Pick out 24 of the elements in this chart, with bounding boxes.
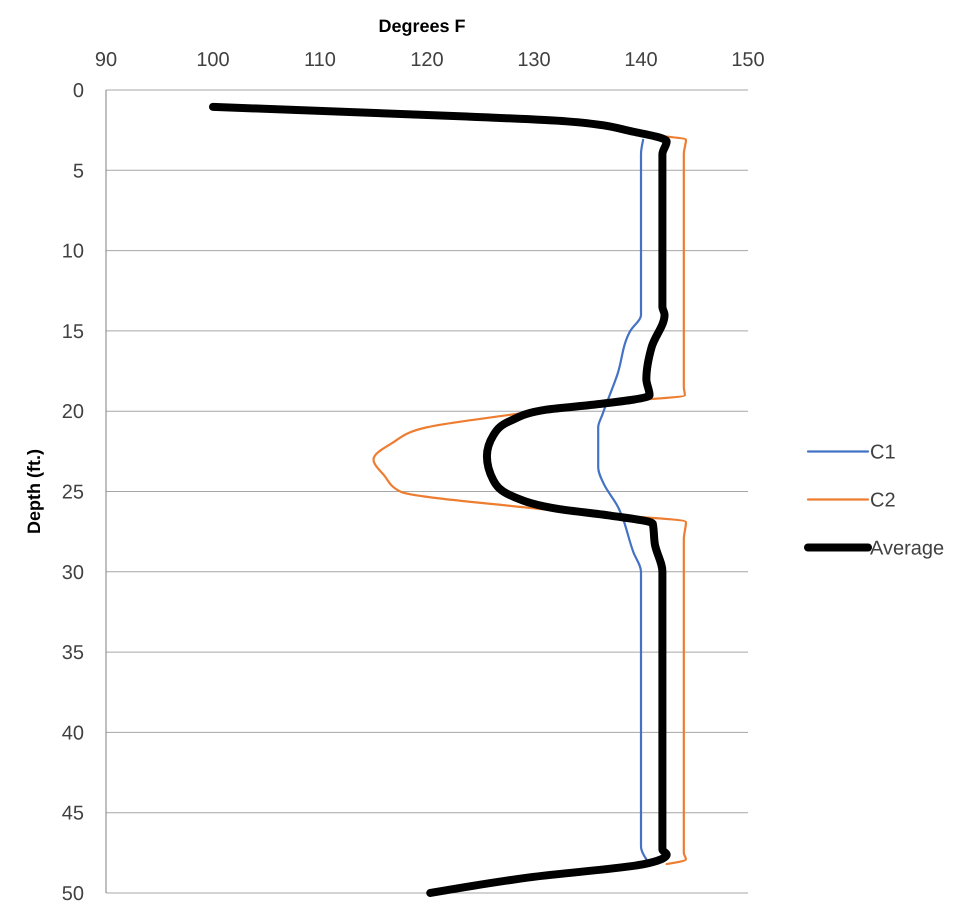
x-tick-label: 100 xyxy=(196,49,230,71)
x-tick-label: 120 xyxy=(410,49,444,71)
y-tick-label: 35 xyxy=(62,642,84,664)
y-tick-label: 20 xyxy=(62,401,84,424)
x-tick-label: 150 xyxy=(731,49,765,71)
y-tick-label: 45 xyxy=(62,802,84,825)
y-tick-label: 0 xyxy=(72,80,84,102)
x-axis-title: Degrees F xyxy=(378,16,466,36)
y-tick-label: 25 xyxy=(62,482,84,504)
line-series xyxy=(597,138,648,860)
legend-label: C2 xyxy=(870,490,896,512)
legend-label: C1 xyxy=(870,442,896,464)
y-tick-label: 10 xyxy=(62,240,84,263)
x-tick-label: 130 xyxy=(517,49,551,71)
y-tick-label: 5 xyxy=(72,160,84,182)
y-tick-label: 15 xyxy=(62,320,84,343)
x-tick-label: 90 xyxy=(94,49,118,71)
y-tick-label: 50 xyxy=(62,883,84,905)
x-tick-label: 110 xyxy=(304,49,336,71)
y-tick-label: 40 xyxy=(62,722,84,744)
y-tick-label: 30 xyxy=(62,562,84,584)
x-tick-label: 140 xyxy=(624,49,658,71)
legend-label: Average xyxy=(870,538,944,560)
y-axis-title: Depth (ft.) xyxy=(24,449,44,534)
